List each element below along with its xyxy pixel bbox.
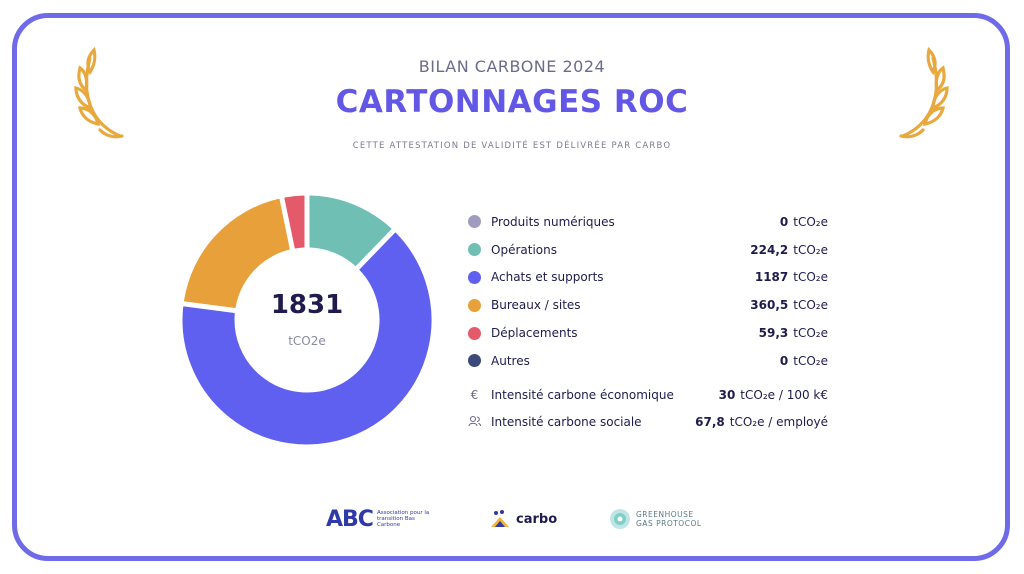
- legend-dot: [468, 298, 481, 312]
- certificate-card: [12, 13, 1010, 561]
- abc-logo: ABC Association pour la transition Bas C…: [326, 505, 437, 533]
- legend-unit: tCO₂e: [793, 270, 828, 285]
- legend-item-produits-numeriques: Produits numériques 0 tCO₂e: [468, 208, 828, 236]
- globe-icon: [610, 509, 630, 529]
- legend-number: 224,2: [750, 242, 789, 257]
- ghg-line1: GREENHOUSE: [636, 510, 694, 519]
- donut-slice-operations: [309, 195, 392, 267]
- attestation-text: CETTE ATTESTATION DE VALIDITÉ EST DÉLIVR…: [352, 141, 672, 151]
- legend-unit: tCO₂e: [793, 214, 828, 229]
- abc-mark: ABC: [326, 506, 374, 532]
- intensity-unit: tCO₂e / 100 k€: [740, 387, 828, 402]
- donut-center: 1831 tCO2e: [232, 290, 382, 348]
- laurel-left-icon: [74, 46, 124, 139]
- company-title: CARTONNAGES ROC: [335, 84, 689, 120]
- intensity-value: 30 tCO₂e / 100 k€: [719, 388, 828, 402]
- legend-dot: [468, 215, 481, 229]
- intensity-label: Intensité carbone économique: [491, 387, 674, 402]
- legend-dot: [468, 243, 481, 257]
- total-unit: tCO2e: [288, 334, 326, 348]
- euro-icon: €: [470, 387, 479, 402]
- legend-unit: tCO₂e: [793, 353, 828, 368]
- ghg-text: GREENHOUSE GAS PROTOCOL: [636, 510, 702, 528]
- legend-dot: [468, 326, 481, 340]
- intensity-social: Intensité carbone sociale 67,8 tCO₂e / emp…: [468, 409, 828, 437]
- legend-item-bureaux-sites: Bureaux / sites 360,5 tCO₂e: [468, 291, 828, 319]
- laurel-right-icon: [899, 46, 949, 139]
- legend-value: 224,2 tCO₂e: [750, 243, 828, 257]
- intensity-number: 30: [718, 387, 736, 402]
- carbo-icon: [491, 510, 509, 527]
- legend-value: 0 tCO₂e: [780, 215, 828, 229]
- legend-value: 59,3 tCO₂e: [759, 326, 828, 340]
- legend-item-autres: Autres 0 tCO₂e: [468, 347, 828, 375]
- legend-dot: [468, 354, 481, 368]
- legend-unit: tCO₂e: [793, 326, 828, 341]
- intensity-number: 67,8: [695, 415, 725, 430]
- donut-chart: [182, 195, 432, 445]
- total-value: 1831: [270, 290, 344, 320]
- legend-dot: [468, 270, 481, 284]
- users-icon: [468, 415, 482, 430]
- legend-value: 1187 tCO₂e: [755, 270, 828, 284]
- legend-label: Bureaux / sites: [491, 298, 581, 313]
- legend-number: 59,3: [758, 326, 789, 341]
- legend-label: Déplacements: [491, 326, 578, 341]
- intensity-unit: tCO₂e / employé: [729, 415, 828, 430]
- legend-unit: tCO₂e: [793, 298, 828, 313]
- carbo-logo: carbo: [489, 505, 557, 533]
- donut-slice-achats-et-supports: [182, 232, 432, 445]
- legend-number: 1187: [754, 270, 789, 285]
- legend-number: 0: [779, 214, 789, 229]
- report-subtitle: BILAN CARBONE 2024: [418, 57, 606, 76]
- legend-label: Opérations: [491, 242, 557, 257]
- legend-item-achats-et-supports: Achats et supports 1187 tCO₂e: [468, 264, 828, 292]
- legend-value: 0 tCO₂e: [780, 354, 828, 368]
- ghg-line2: GAS PROTOCOL: [636, 519, 702, 528]
- intensity-value: 67,8 tCO₂e / employé: [695, 415, 828, 429]
- legend-number: 360,5: [750, 298, 789, 313]
- intensity-economic: € Intensité carbone économique 30 tCO₂e / 1…: [468, 381, 828, 409]
- legend-label: Produits numériques: [491, 214, 615, 229]
- donut-slice-bureaux-sites: [183, 198, 290, 309]
- legend: Produits numériques 0 tCO₂e Opérations 224,2…: [468, 208, 828, 436]
- abc-text: Association pour la transition Bas Carbo…: [376, 510, 430, 528]
- legend-label: Achats et supports: [491, 270, 604, 285]
- intensity-label: Intensité carbone sociale: [491, 415, 642, 430]
- ghg-logo: GREENHOUSE GAS PROTOCOL: [609, 505, 702, 533]
- legend-number: 0: [779, 353, 789, 368]
- carbo-word: carbo: [516, 511, 558, 527]
- legend-label: Autres: [491, 353, 530, 368]
- legend-item-operations: Opérations 224,2 tCO₂e: [468, 236, 828, 264]
- legend-item-deplacements: Déplacements 59,3 tCO₂e: [468, 319, 828, 347]
- legend-unit: tCO₂e: [793, 242, 828, 257]
- legend-value: 360,5 tCO₂e: [750, 298, 828, 312]
- donut-slice-deplacements: [284, 195, 305, 249]
